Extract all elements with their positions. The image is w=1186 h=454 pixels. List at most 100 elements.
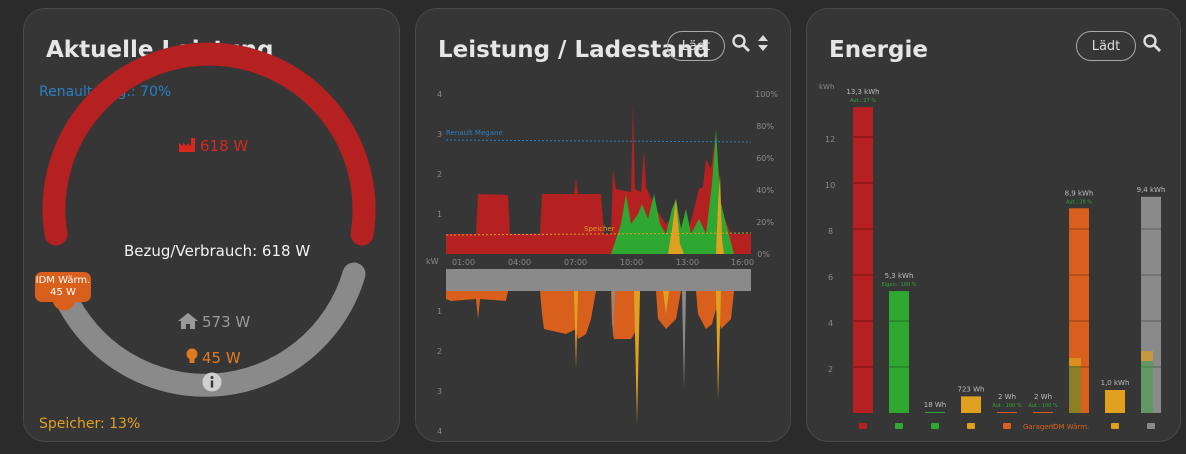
bar-sub-label: Eigen.: 100 %: [882, 282, 917, 288]
x-tick: 10:00: [620, 258, 643, 267]
bar-value-label: 18 Wh: [924, 401, 947, 409]
y-tick: 3: [437, 130, 442, 139]
solar-overlay: [1069, 366, 1081, 413]
right-y-axis: 100% 80% 60% 40% 20% 0%: [755, 90, 778, 259]
x-tick: 01:00: [452, 258, 475, 267]
bar-sub-label: Aut.: 28 %: [1066, 199, 1092, 205]
unit-label: kWh: [819, 83, 834, 91]
bar-sub-label: Aut.: 100 %: [992, 403, 1022, 409]
x-tick: 13:00: [676, 258, 699, 267]
y-tick: 3: [437, 387, 442, 396]
y-tick: 2: [437, 347, 442, 356]
y-tick: 8: [828, 227, 833, 236]
idm-badge[interactable]: IDM Wärm. 45 W: [35, 272, 91, 302]
bar-value-label: 2 Wh: [998, 393, 1016, 401]
car-soc-line: [445, 139, 752, 143]
y-tick-right: 40%: [756, 186, 774, 195]
bar-value-label: 723 Wh: [958, 385, 985, 393]
bar-value-label: 5,3 kWh: [885, 272, 914, 280]
sort-icon[interactable]: [757, 34, 769, 57]
energy-bar: [853, 107, 873, 413]
bar-value-label: 13,3 kWh: [846, 88, 879, 96]
y-tick: 4: [828, 319, 833, 328]
garage-label: Garagenl.: [1023, 423, 1057, 431]
storage-area: [668, 174, 724, 254]
idm-label: IDM Wärm.: [1051, 423, 1089, 431]
info-icon[interactable]: [202, 372, 222, 396]
y-tick: 1: [437, 307, 442, 316]
y-tick: 6: [828, 273, 833, 282]
card-title: Leistung / Ladestand: [438, 37, 710, 63]
house-icon: [178, 313, 198, 333]
bottom-y-axis: 1 2 3 4: [437, 307, 442, 436]
card-title: Energie: [829, 37, 928, 63]
idm-label: IDM Wärm.: [35, 275, 91, 286]
energy-bar: [925, 412, 945, 413]
x-tick: 07:00: [564, 258, 587, 267]
storage-overlay: [1069, 358, 1081, 366]
battery-charge-icon: [967, 423, 975, 429]
battery-discharge-icon: [1111, 423, 1119, 429]
status-button[interactable]: Lädt: [1076, 31, 1136, 61]
bulb-icon: [186, 348, 198, 368]
y-tick-right: 100%: [755, 90, 778, 99]
power-chart-card: Leistung / Ladestand Lädt 4 3 2 1 100% 8…: [415, 8, 791, 442]
unit-label: kW: [426, 257, 439, 266]
idm-value: 45 W: [50, 287, 76, 298]
y-tick: 4: [437, 90, 442, 99]
grid-arc: [42, 42, 376, 246]
y-tick-right: 20%: [756, 218, 774, 227]
bar-value-label: 9,4 kWh: [1137, 186, 1166, 194]
y-tick: 2: [828, 365, 833, 374]
power-chart: 4 3 2 1 100% 80% 60% 40% 20% 0% Renault …: [426, 90, 778, 436]
house-icon: [1147, 423, 1155, 429]
bar-value-label: 2 Wh: [1034, 393, 1052, 401]
feed-in-icon: [931, 423, 939, 429]
status-button[interactable]: Lädt: [667, 31, 725, 61]
x-axis: 01:00 04:00 07:00 10:00 13:00 16:00: [452, 258, 754, 267]
storage-soc-line: [445, 232, 752, 236]
y-tick: 12: [825, 135, 835, 144]
energy-bar: [889, 291, 909, 413]
y-axis: 12 10 8 6 4 2: [825, 135, 835, 374]
grid-power-value: 618 W: [200, 137, 249, 155]
y-tick: 2: [437, 170, 442, 179]
current-power-card: Aktuelle Leistung Renault Meg.: 70% 618 …: [23, 8, 400, 442]
solar-panel-icon: [895, 423, 903, 429]
bulb-power-value: 45 W: [202, 349, 241, 367]
factory-icon: [179, 137, 195, 156]
bar-value-label: 1,0 kWh: [1101, 379, 1130, 387]
y-tick: 1: [437, 210, 442, 219]
energy-chart: kWh 12 10 8 6 4 2 13,3 kWh Aut.: 27 % 5,3 …: [819, 83, 1166, 431]
bar-sub-label: Aut.: 100 %: [1028, 403, 1058, 409]
energy-bar: [997, 412, 1017, 413]
y-tick: 4: [437, 427, 442, 436]
overlays: [1069, 351, 1153, 413]
bar-sub-label: Aut.: 27 %: [850, 98, 876, 104]
y-tick-right: 80%: [756, 122, 774, 131]
center-label: Bezug/Verbrauch: 618 W: [124, 242, 311, 260]
energy-bar: [1033, 412, 1053, 413]
energy-bar: [961, 396, 981, 413]
x-tick: 04:00: [508, 258, 531, 267]
storage-overlay: [1141, 351, 1153, 361]
search-icon[interactable]: [1143, 34, 1161, 57]
solar-overlay: [1141, 361, 1153, 413]
storage-soc-label: Speicher: 13%: [39, 416, 141, 432]
y-tick-right: 60%: [756, 154, 774, 163]
factory-icon: [859, 423, 867, 429]
bulb-icon: [1003, 423, 1011, 429]
house-consumption-band: [446, 269, 751, 291]
wallbox-consumption-area: [446, 291, 734, 339]
y-tick: 10: [825, 181, 835, 190]
y-tick-right: 0%: [757, 250, 770, 259]
bar-value-label: 8,9 kWh: [1065, 189, 1094, 197]
house-power-value: 573 W: [202, 313, 251, 331]
car-line-label: Renault Megane: [446, 129, 503, 137]
top-y-axis: 4 3 2 1: [437, 90, 442, 219]
energy-card: Energie Lädt kWh 12 10 8 6 4 2 13,3 kWh A…: [806, 8, 1181, 442]
search-icon[interactable]: [732, 34, 750, 57]
x-tick: 16:00: [731, 258, 754, 267]
energy-bar: [1105, 390, 1125, 413]
solar-area: [611, 129, 734, 254]
